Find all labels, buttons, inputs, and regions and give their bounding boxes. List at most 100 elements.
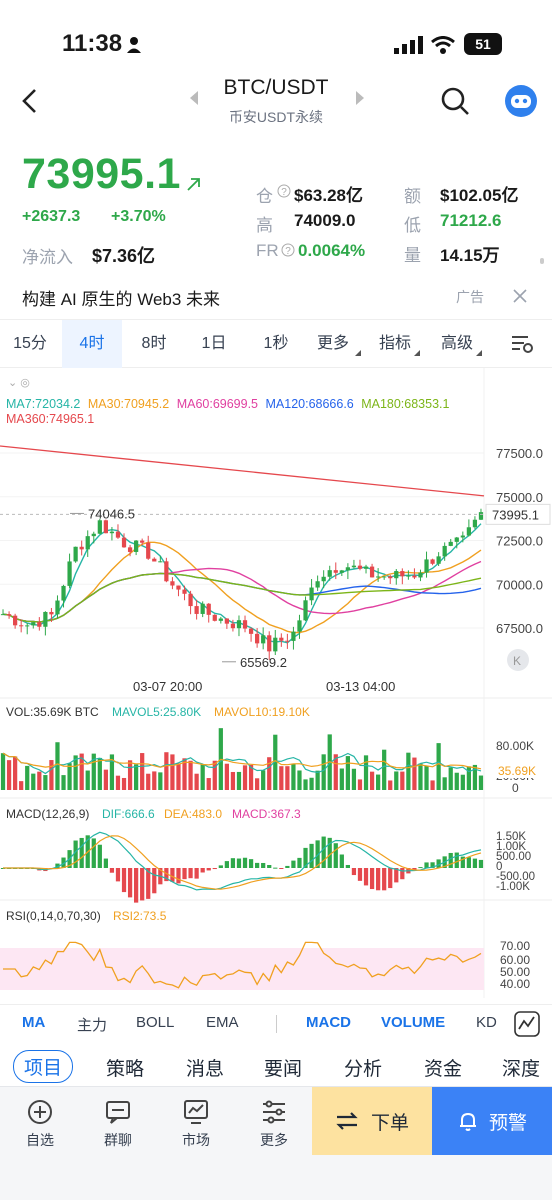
macd-bar xyxy=(103,858,108,868)
tab-8h[interactable]: 8时 xyxy=(141,335,167,352)
bell-icon xyxy=(459,1112,476,1131)
add-circle-icon xyxy=(28,1100,52,1124)
price-change: +2637.3 xyxy=(22,208,81,225)
candle-body xyxy=(79,546,84,550)
status-time: 11:38 xyxy=(62,30,123,57)
kline-chart[interactable]: 77500.0 75000.0 72500.0 70000.0 67500.0 ⌄ ◎ MA… xyxy=(0,368,552,1004)
tab-funds[interactable]: 资金 xyxy=(424,1059,463,1080)
volume-bar xyxy=(418,763,423,790)
order-button[interactable]: 下单 xyxy=(312,1087,432,1155)
tab-1d[interactable]: 1日 xyxy=(201,335,227,352)
candle-body xyxy=(261,635,266,644)
high-value: 74009.0 xyxy=(294,211,356,230)
volume-bar xyxy=(309,777,314,790)
rsi-tick: 50.00 xyxy=(500,965,530,979)
indicator-boll[interactable]: BOLL xyxy=(136,1014,175,1031)
search-icon[interactable] xyxy=(440,86,470,116)
macd-bar xyxy=(273,867,278,869)
macd-bar xyxy=(182,868,187,880)
watermark-text: K xyxy=(513,654,521,668)
volume-bar xyxy=(273,734,278,790)
oi-value: $63.28亿 xyxy=(294,186,363,205)
tab-indicators[interactable]: 指标 xyxy=(378,335,411,352)
ma-legend: MA30:70945.2 xyxy=(88,397,169,411)
tab-1s[interactable]: 1秒 xyxy=(263,335,289,352)
tab-strategy[interactable]: 策略 xyxy=(106,1059,145,1080)
macd-bar xyxy=(170,868,175,882)
candle-body xyxy=(13,615,18,626)
candle-body xyxy=(121,537,127,548)
tab-project[interactable]: 项目 xyxy=(13,1050,74,1083)
macd-bar xyxy=(230,858,236,868)
close-icon[interactable] xyxy=(512,288,528,304)
indicator-ma[interactable]: MA xyxy=(22,1014,46,1031)
candle-body xyxy=(351,565,357,568)
macd-bar xyxy=(382,868,387,891)
indicator-macd[interactable]: MACD xyxy=(306,1014,351,1031)
indicator-ema[interactable]: EMA xyxy=(206,1014,239,1031)
tab-depth[interactable]: 深度 xyxy=(502,1059,541,1080)
tab-advanced[interactable]: 高级 xyxy=(440,335,473,352)
ad-text: 构建 AI 原生的 Web3 未来 xyxy=(22,290,221,309)
macd-bar xyxy=(388,868,393,889)
candle-body xyxy=(309,587,314,601)
candle-body xyxy=(103,520,108,534)
robot-avatar-icon[interactable] xyxy=(504,84,538,118)
macd-bar xyxy=(127,868,133,898)
interval-tabs: 15分 4时 8时 1日 1秒 更多 指标 高级 xyxy=(0,320,552,368)
candle-body xyxy=(279,637,284,641)
volume-bar xyxy=(164,752,169,790)
tab-more[interactable]: 更多 xyxy=(316,335,349,352)
candle-body xyxy=(406,575,411,577)
candle-body xyxy=(194,606,199,614)
alert-button[interactable]: 预警 xyxy=(432,1087,552,1155)
fr-label: FR xyxy=(256,241,279,260)
macd-bar xyxy=(236,858,242,868)
macd-bar xyxy=(321,836,326,868)
info-icon[interactable]: ? xyxy=(277,184,291,198)
indicator-kd[interactable]: KD xyxy=(476,1014,497,1031)
macd-bar xyxy=(460,856,465,868)
price-tick: 75000.0 xyxy=(496,490,543,505)
info-icon[interactable]: ? xyxy=(281,243,295,257)
macd-bar xyxy=(188,868,193,879)
last-price-tag-box xyxy=(485,503,551,525)
candle-body xyxy=(357,565,363,569)
rsi-tick: 70.00 xyxy=(500,939,530,953)
macd-line xyxy=(3,831,482,891)
macd-bar xyxy=(454,852,459,868)
ma360-line xyxy=(0,445,485,497)
candle-body xyxy=(285,640,290,642)
draw-tool-icon[interactable] xyxy=(514,1011,540,1037)
chart-settings-icon[interactable] xyxy=(510,334,534,354)
next-pair-icon[interactable] xyxy=(354,90,366,106)
candle-body xyxy=(43,611,48,627)
oi-label: 仓 xyxy=(256,187,273,206)
indicator-volume[interactable]: VOLUME xyxy=(381,1014,446,1031)
macd-bar xyxy=(478,859,484,868)
candle-body xyxy=(291,631,296,641)
back-icon[interactable] xyxy=(20,88,40,114)
vol-value: 14.15万 xyxy=(440,246,500,265)
candle-body xyxy=(321,576,326,582)
volume-bar xyxy=(91,753,96,790)
tab-news[interactable]: 消息 xyxy=(186,1059,225,1080)
macd-legend: DIF:666.6 xyxy=(102,807,155,821)
prev-pair-icon[interactable] xyxy=(188,90,200,106)
candle-body xyxy=(206,603,211,615)
tab-4h[interactable]: 4时 xyxy=(62,320,122,368)
volume-bar xyxy=(442,777,447,790)
chart-canvas[interactable]: 77500.0 75000.0 72500.0 70000.0 67500.0 ⌄ ◎ MA… xyxy=(0,368,552,1004)
indicator-main[interactable]: 主力 xyxy=(77,1017,108,1034)
macd-tick: 1.50K xyxy=(496,831,526,843)
volume-bar xyxy=(303,779,308,790)
macd-bar xyxy=(412,868,417,870)
ad-banner[interactable]: 构建 AI 原生的 Web3 未来 广告 xyxy=(0,272,552,320)
tab-headlines[interactable]: 要闻 xyxy=(264,1059,303,1080)
macd-bar xyxy=(152,868,157,894)
candle-body xyxy=(430,559,435,564)
tab-analysis[interactable]: 分析 xyxy=(344,1059,383,1080)
volume-bar xyxy=(224,763,229,790)
tab-15m[interactable]: 15分 xyxy=(13,335,47,352)
volume-bar xyxy=(194,773,199,790)
